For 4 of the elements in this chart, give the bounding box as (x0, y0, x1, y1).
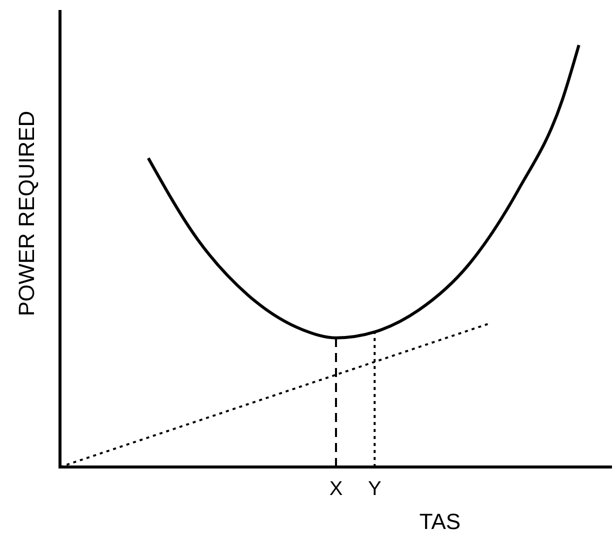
x-tick-label: X (329, 478, 343, 500)
y-axis-title: POWER REQUIRED (14, 110, 39, 316)
x-axis-title: TAS (419, 509, 461, 534)
x-tick-label: Y (368, 478, 382, 500)
